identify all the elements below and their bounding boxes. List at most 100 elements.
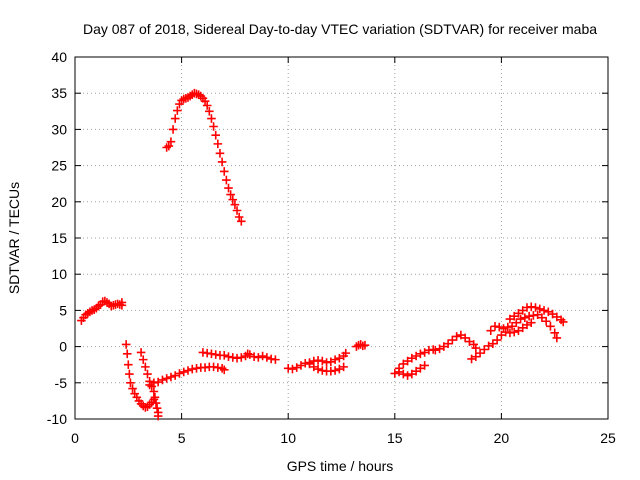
data-point xyxy=(173,106,182,115)
plot-frame xyxy=(74,56,609,420)
data-point xyxy=(168,125,178,134)
data-point xyxy=(136,348,146,357)
data-point xyxy=(124,360,133,369)
data-point xyxy=(339,362,348,372)
y-tick-label: 20 xyxy=(51,194,67,210)
data-point xyxy=(222,175,231,185)
data-point xyxy=(175,369,184,378)
data-point xyxy=(394,364,404,373)
data-point xyxy=(141,362,150,372)
data-point xyxy=(330,355,340,364)
data-point xyxy=(420,361,429,370)
y-tick-label: 35 xyxy=(51,85,67,101)
x-tick-label: 0 xyxy=(71,430,79,446)
data-point xyxy=(499,324,508,333)
data-point xyxy=(475,348,485,358)
data-point xyxy=(211,130,221,140)
data-point xyxy=(121,340,131,349)
data-point xyxy=(486,326,496,335)
series-arc9 xyxy=(352,340,370,351)
data-point xyxy=(494,322,504,332)
data-point xyxy=(471,343,481,353)
data-point xyxy=(215,148,225,158)
data-point xyxy=(550,328,559,338)
chart-title: Day 087 of 2018, Sidereal Day-to-day VTE… xyxy=(83,21,597,37)
data-point xyxy=(234,212,244,222)
series-arc5 xyxy=(198,348,280,364)
data-point xyxy=(219,167,229,176)
x-tick-label: 20 xyxy=(494,430,510,446)
x-tick-label: 5 xyxy=(178,430,186,446)
data-point xyxy=(254,353,263,362)
data-point xyxy=(152,403,162,413)
data-point xyxy=(541,316,551,326)
y-tick-label: 40 xyxy=(51,49,67,65)
x-tick-label: 15 xyxy=(387,430,403,446)
data-point xyxy=(526,318,536,328)
data-point xyxy=(151,398,161,408)
data-point xyxy=(399,369,408,379)
y-tick-label: 15 xyxy=(51,230,67,246)
data-point xyxy=(313,364,323,374)
y-tick-label: 10 xyxy=(51,266,67,282)
data-point xyxy=(236,353,246,362)
data-point xyxy=(219,365,229,375)
data-point xyxy=(546,322,555,331)
y-tick-label: 0 xyxy=(59,339,67,355)
data-point xyxy=(200,96,210,106)
data-point xyxy=(471,352,481,362)
data-point xyxy=(341,348,351,358)
data-point xyxy=(219,350,229,360)
y-tick-label: 5 xyxy=(59,302,67,318)
data-point xyxy=(125,369,134,379)
data-point xyxy=(230,200,240,209)
series-arc4 xyxy=(145,362,229,390)
data-point xyxy=(117,298,127,307)
data-point xyxy=(520,313,530,322)
y-tick-label: -5 xyxy=(55,375,68,391)
data-point xyxy=(126,378,135,388)
data-point xyxy=(149,387,159,396)
data-point xyxy=(488,339,498,349)
data-point xyxy=(205,107,214,116)
data-point xyxy=(448,335,457,345)
series-arc14 xyxy=(486,310,562,343)
data-point xyxy=(535,304,545,314)
data-point xyxy=(122,349,132,359)
data-point xyxy=(443,339,453,349)
data-point xyxy=(539,306,549,315)
series-arc15 xyxy=(505,302,568,327)
data-point xyxy=(271,355,280,364)
data-point xyxy=(209,122,218,131)
data-point xyxy=(170,114,180,123)
data-point xyxy=(166,137,176,147)
y-axis-label: SDTVAR / TECUs xyxy=(6,182,22,294)
data-point xyxy=(403,371,412,380)
data-point xyxy=(452,332,461,341)
data-point xyxy=(460,333,470,343)
data-point xyxy=(480,345,489,354)
data-point xyxy=(512,318,521,328)
data-point xyxy=(138,355,148,364)
data-point xyxy=(224,183,233,193)
y-tick-label: -10 xyxy=(47,411,67,427)
data-point xyxy=(537,313,547,322)
data-point xyxy=(143,369,152,379)
series-arc12 xyxy=(431,330,481,355)
series-arc6 xyxy=(162,88,246,226)
data-point xyxy=(431,345,440,355)
data-point xyxy=(226,190,235,199)
grid-lines xyxy=(75,57,608,419)
data-point xyxy=(258,351,267,361)
y-tick-label: 30 xyxy=(51,121,67,137)
data-point xyxy=(552,333,562,343)
data-point xyxy=(164,141,174,151)
data-point xyxy=(492,335,502,345)
x-tick-label: 25 xyxy=(600,430,616,446)
data-point xyxy=(213,139,223,149)
x-tick-label: 10 xyxy=(280,430,296,446)
data-point xyxy=(183,366,193,375)
data-point xyxy=(153,411,163,421)
data-point xyxy=(318,356,327,366)
